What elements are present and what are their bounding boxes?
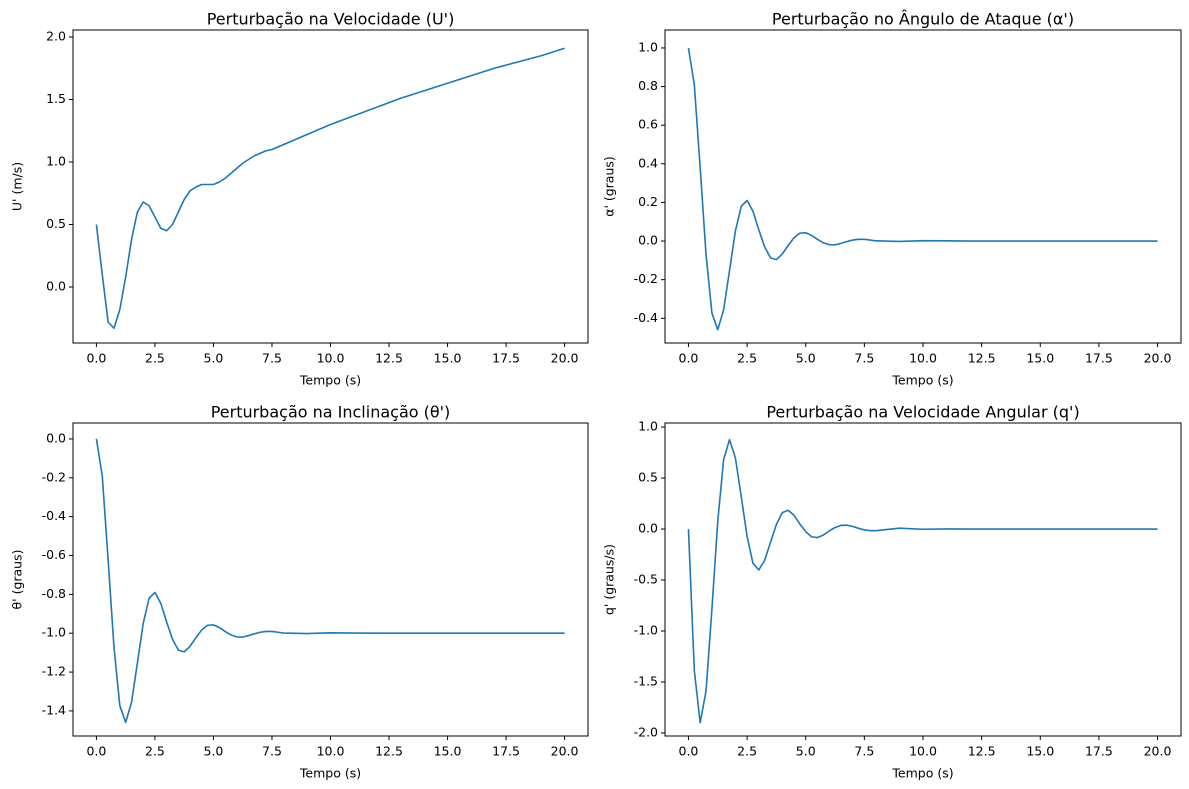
y-tick-label: -0.2 [42, 469, 66, 484]
axes-frame [72, 29, 589, 344]
chart-title: Perturbação na Velocidade (U') [207, 10, 455, 29]
data-line [95, 438, 565, 724]
y-axis-label: q' (graus/s) [602, 544, 617, 615]
x-tick-label: 12.5 [375, 351, 403, 366]
chart-title: Perturbação no Ângulo de Ataque (α') [772, 10, 1074, 29]
data-line [687, 438, 1158, 724]
x-axis-label: Tempo (s) [299, 766, 361, 781]
x-tick-label: 17.5 [492, 744, 520, 759]
y-tick-label: 1.0 [638, 419, 658, 434]
x-tick-label: 2.5 [145, 744, 165, 759]
y-axis-label: α' (graus) [602, 156, 617, 217]
y-tick-label: -1.4 [42, 702, 66, 717]
data-line [95, 47, 565, 330]
x-tick-label: 5.0 [204, 351, 224, 366]
x-tick-label: 20.0 [1144, 351, 1172, 366]
y-axis-label: θ' (graus) [10, 550, 25, 610]
x-axis-label: Tempo (s) [891, 766, 953, 781]
x-tick-label: 17.5 [1085, 744, 1113, 759]
x-tick-label: 20.0 [551, 351, 579, 366]
x-axis-label: Tempo (s) [299, 373, 361, 388]
y-tick-label: 0.6 [638, 117, 658, 132]
axes-frame [664, 422, 1182, 737]
x-tick-label: 0.0 [679, 351, 699, 366]
x-tick-label: 12.5 [968, 744, 996, 759]
y-tick-label: 0.5 [638, 470, 658, 485]
data-line [687, 47, 1158, 331]
y-tick-label: 0.0 [46, 279, 66, 294]
y-tick-label: -0.4 [634, 310, 658, 325]
x-tick-label: 20.0 [551, 744, 579, 759]
y-tick-label: 0.4 [638, 155, 658, 170]
x-tick-label: 5.0 [796, 744, 816, 759]
x-tick-label: 15.0 [1026, 351, 1054, 366]
y-tick-label: 0.5 [46, 216, 66, 231]
x-tick-label: 20.0 [1144, 744, 1172, 759]
y-tick-label: -0.5 [634, 572, 658, 587]
y-tick-label: 0.0 [46, 430, 66, 445]
y-tick-label: 0.0 [638, 521, 658, 536]
x-tick-label: 12.5 [968, 351, 996, 366]
x-tick-label: 15.0 [434, 744, 462, 759]
x-tick-label: 0.0 [86, 351, 106, 366]
x-tick-label: 7.5 [854, 744, 874, 759]
x-tick-label: 10.0 [909, 351, 937, 366]
y-tick-label: 2.0 [46, 29, 66, 44]
y-tick-label: 1.0 [638, 39, 658, 54]
x-tick-label: 10.0 [317, 351, 345, 366]
y-tick-label: -0.2 [634, 271, 658, 286]
x-tick-label: 17.5 [1085, 351, 1113, 366]
chart-title: Perturbação na Inclinação (θ') [211, 403, 451, 422]
x-tick-label: 5.0 [204, 744, 224, 759]
y-tick-label: 1.0 [46, 154, 66, 169]
x-tick-label: 10.0 [909, 744, 937, 759]
x-tick-label: 2.5 [737, 351, 757, 366]
x-tick-label: 15.0 [1026, 744, 1054, 759]
axes-frame [664, 29, 1182, 344]
y-tick-label: -0.8 [42, 586, 66, 601]
x-tick-label: 7.5 [262, 351, 282, 366]
x-tick-label: 10.0 [317, 744, 345, 759]
x-tick-label: 0.0 [679, 744, 699, 759]
x-tick-label: 5.0 [796, 351, 816, 366]
axes-frame [72, 422, 589, 737]
y-tick-label: 1.5 [46, 91, 66, 106]
x-tick-label: 2.5 [737, 744, 757, 759]
x-tick-label: 17.5 [492, 351, 520, 366]
x-tick-label: 0.0 [86, 744, 106, 759]
y-tick-label: -1.0 [42, 625, 66, 640]
y-axis-label: U' (m/s) [10, 162, 25, 211]
y-tick-label: -1.5 [634, 673, 658, 688]
y-tick-label: 0.8 [638, 78, 658, 93]
y-tick-label: 0.0 [638, 233, 658, 248]
y-tick-label: -1.2 [42, 664, 66, 679]
y-tick-label: -0.6 [42, 547, 66, 562]
chart-title: Perturbação na Velocidade Angular (q') [766, 403, 1079, 422]
x-tick-label: 2.5 [145, 351, 165, 366]
x-tick-label: 7.5 [854, 351, 874, 366]
y-tick-label: -2.0 [634, 724, 658, 739]
x-tick-label: 12.5 [375, 744, 403, 759]
y-tick-label: 0.2 [638, 194, 658, 209]
y-tick-label: -1.0 [634, 622, 658, 637]
x-tick-label: 7.5 [262, 744, 282, 759]
x-axis-label: Tempo (s) [891, 373, 953, 388]
y-tick-label: -0.4 [42, 508, 66, 523]
x-tick-label: 15.0 [434, 351, 462, 366]
